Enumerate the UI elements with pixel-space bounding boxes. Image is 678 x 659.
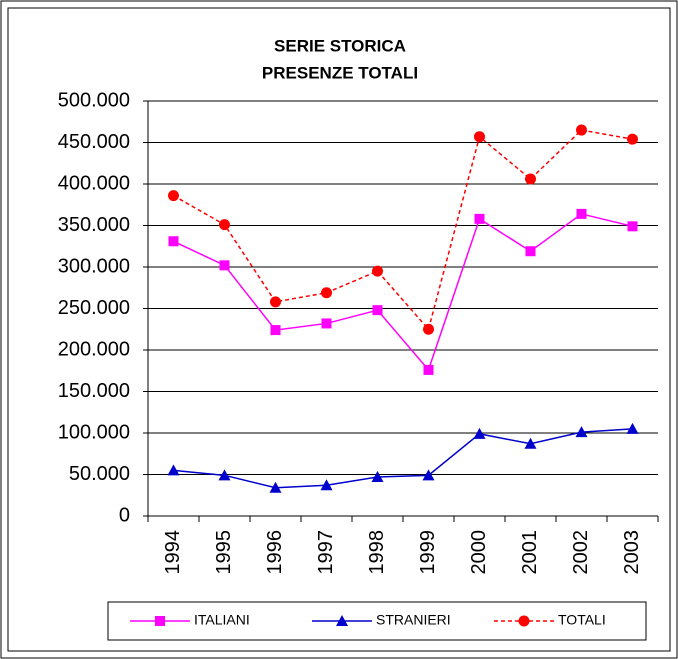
x-tick-label: 1996	[264, 530, 286, 575]
legend-marker	[518, 615, 530, 627]
data-point	[219, 260, 230, 271]
data-point	[270, 325, 281, 336]
data-point	[575, 426, 588, 438]
series-line	[173, 129, 633, 331]
series-line	[173, 428, 633, 489]
data-point	[525, 173, 536, 185]
series-line	[173, 213, 633, 372]
data-point	[218, 469, 231, 481]
y-tick-label: 50.000	[69, 463, 130, 485]
x-tick-label: 1997	[315, 530, 337, 575]
data-point	[168, 190, 179, 202]
x-tick-label: 2000	[468, 530, 490, 575]
legend-marker	[336, 615, 348, 626]
y-tick-label: 100.000	[58, 421, 130, 443]
legend-box	[107, 601, 647, 641]
data-point	[627, 133, 638, 145]
data-point	[371, 470, 384, 482]
data-point	[422, 469, 435, 481]
chart-border	[7, 7, 671, 652]
y-tick-label: 350.000	[58, 214, 130, 236]
x-tick-label: 2003	[621, 530, 643, 575]
x-tick-label: 1998	[366, 530, 388, 575]
y-tick-label: 500.000	[58, 89, 130, 111]
data-point	[321, 287, 332, 299]
chart-title: PRESENZE TOTALI	[262, 63, 418, 82]
y-tick-label: 0	[119, 504, 130, 526]
data-point	[320, 479, 333, 491]
legend-label: ITALIANI	[194, 612, 250, 628]
data-point	[270, 296, 281, 308]
legend-label: STRANIERI	[376, 612, 451, 628]
x-tick-label: 2001	[519, 530, 541, 575]
chart-title: SERIE STORICA	[274, 36, 406, 55]
data-point	[474, 213, 485, 224]
y-tick-label: 400.000	[58, 172, 130, 194]
legend-label: TOTALI	[558, 612, 606, 628]
data-point	[219, 219, 230, 231]
legend-marker	[155, 616, 165, 626]
y-tick-label: 450.000	[58, 131, 130, 153]
x-tick-label: 2002	[570, 530, 592, 575]
y-tick-label: 250.000	[58, 297, 130, 319]
data-point	[626, 422, 639, 434]
data-point	[321, 318, 332, 329]
data-point	[167, 464, 180, 476]
data-point	[474, 131, 485, 143]
data-point	[627, 221, 638, 232]
data-point	[423, 364, 434, 375]
y-tick-label: 200.000	[58, 338, 130, 360]
data-point	[524, 437, 537, 449]
x-tick-label: 1999	[417, 530, 439, 575]
data-point	[423, 323, 434, 335]
x-tick-label: 1994	[162, 530, 184, 575]
x-tick-label: 1995	[213, 530, 235, 575]
data-point	[269, 481, 282, 493]
data-point	[576, 208, 587, 219]
data-point	[473, 427, 486, 439]
data-point	[576, 124, 587, 136]
y-tick-label: 300.000	[58, 255, 130, 277]
data-point	[168, 236, 179, 247]
data-point	[372, 265, 383, 277]
data-point	[372, 305, 383, 316]
y-tick-label: 150.000	[58, 380, 130, 402]
data-point	[525, 246, 536, 257]
